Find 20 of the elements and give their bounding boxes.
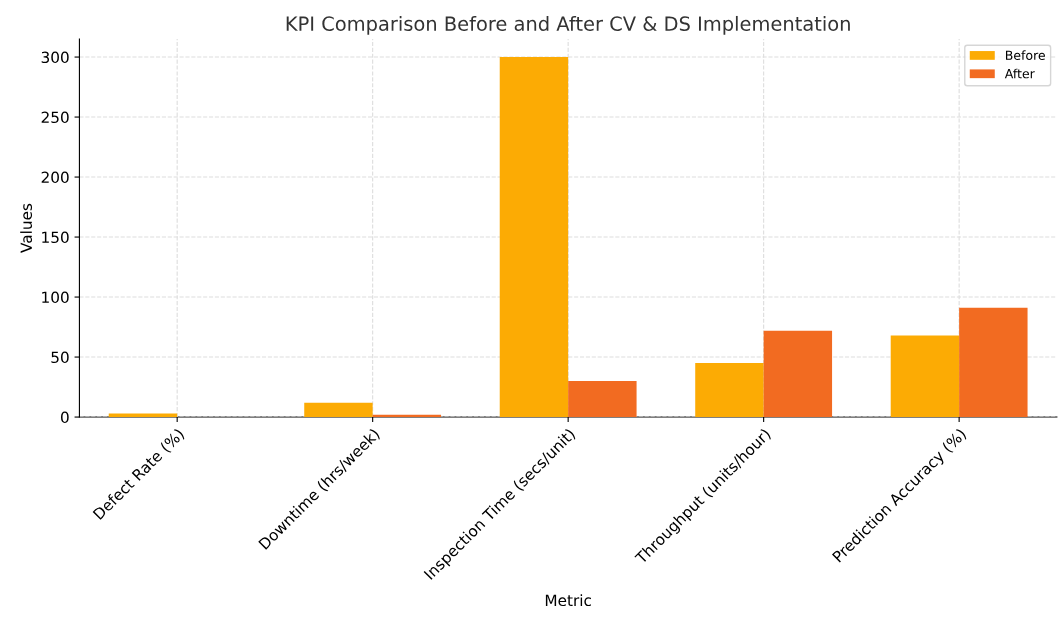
bar xyxy=(763,330,833,418)
y-tick-label: 150 xyxy=(42,231,69,244)
y-tick-label: 300 xyxy=(41,51,69,64)
bar xyxy=(959,307,1028,418)
bar xyxy=(108,413,178,418)
bar xyxy=(568,381,637,418)
bar xyxy=(499,57,569,418)
y-tick-label: 0 xyxy=(60,411,69,424)
y-tick-label: 250 xyxy=(41,111,69,124)
y-tick-label: 200 xyxy=(41,171,69,184)
y-tick-label: 50 xyxy=(51,351,69,364)
y-axis-title: Values xyxy=(20,203,33,253)
legend-label: After xyxy=(1004,68,1035,79)
legend-label: Before xyxy=(1005,50,1045,60)
bar xyxy=(304,402,373,418)
y-tick-label: 100 xyxy=(42,291,69,304)
x-axis-title: Metric xyxy=(545,594,591,607)
chart-title: KPI Comparison Before and After CV & DS Implementation xyxy=(286,15,850,35)
bar xyxy=(695,363,764,418)
bar xyxy=(890,335,960,418)
